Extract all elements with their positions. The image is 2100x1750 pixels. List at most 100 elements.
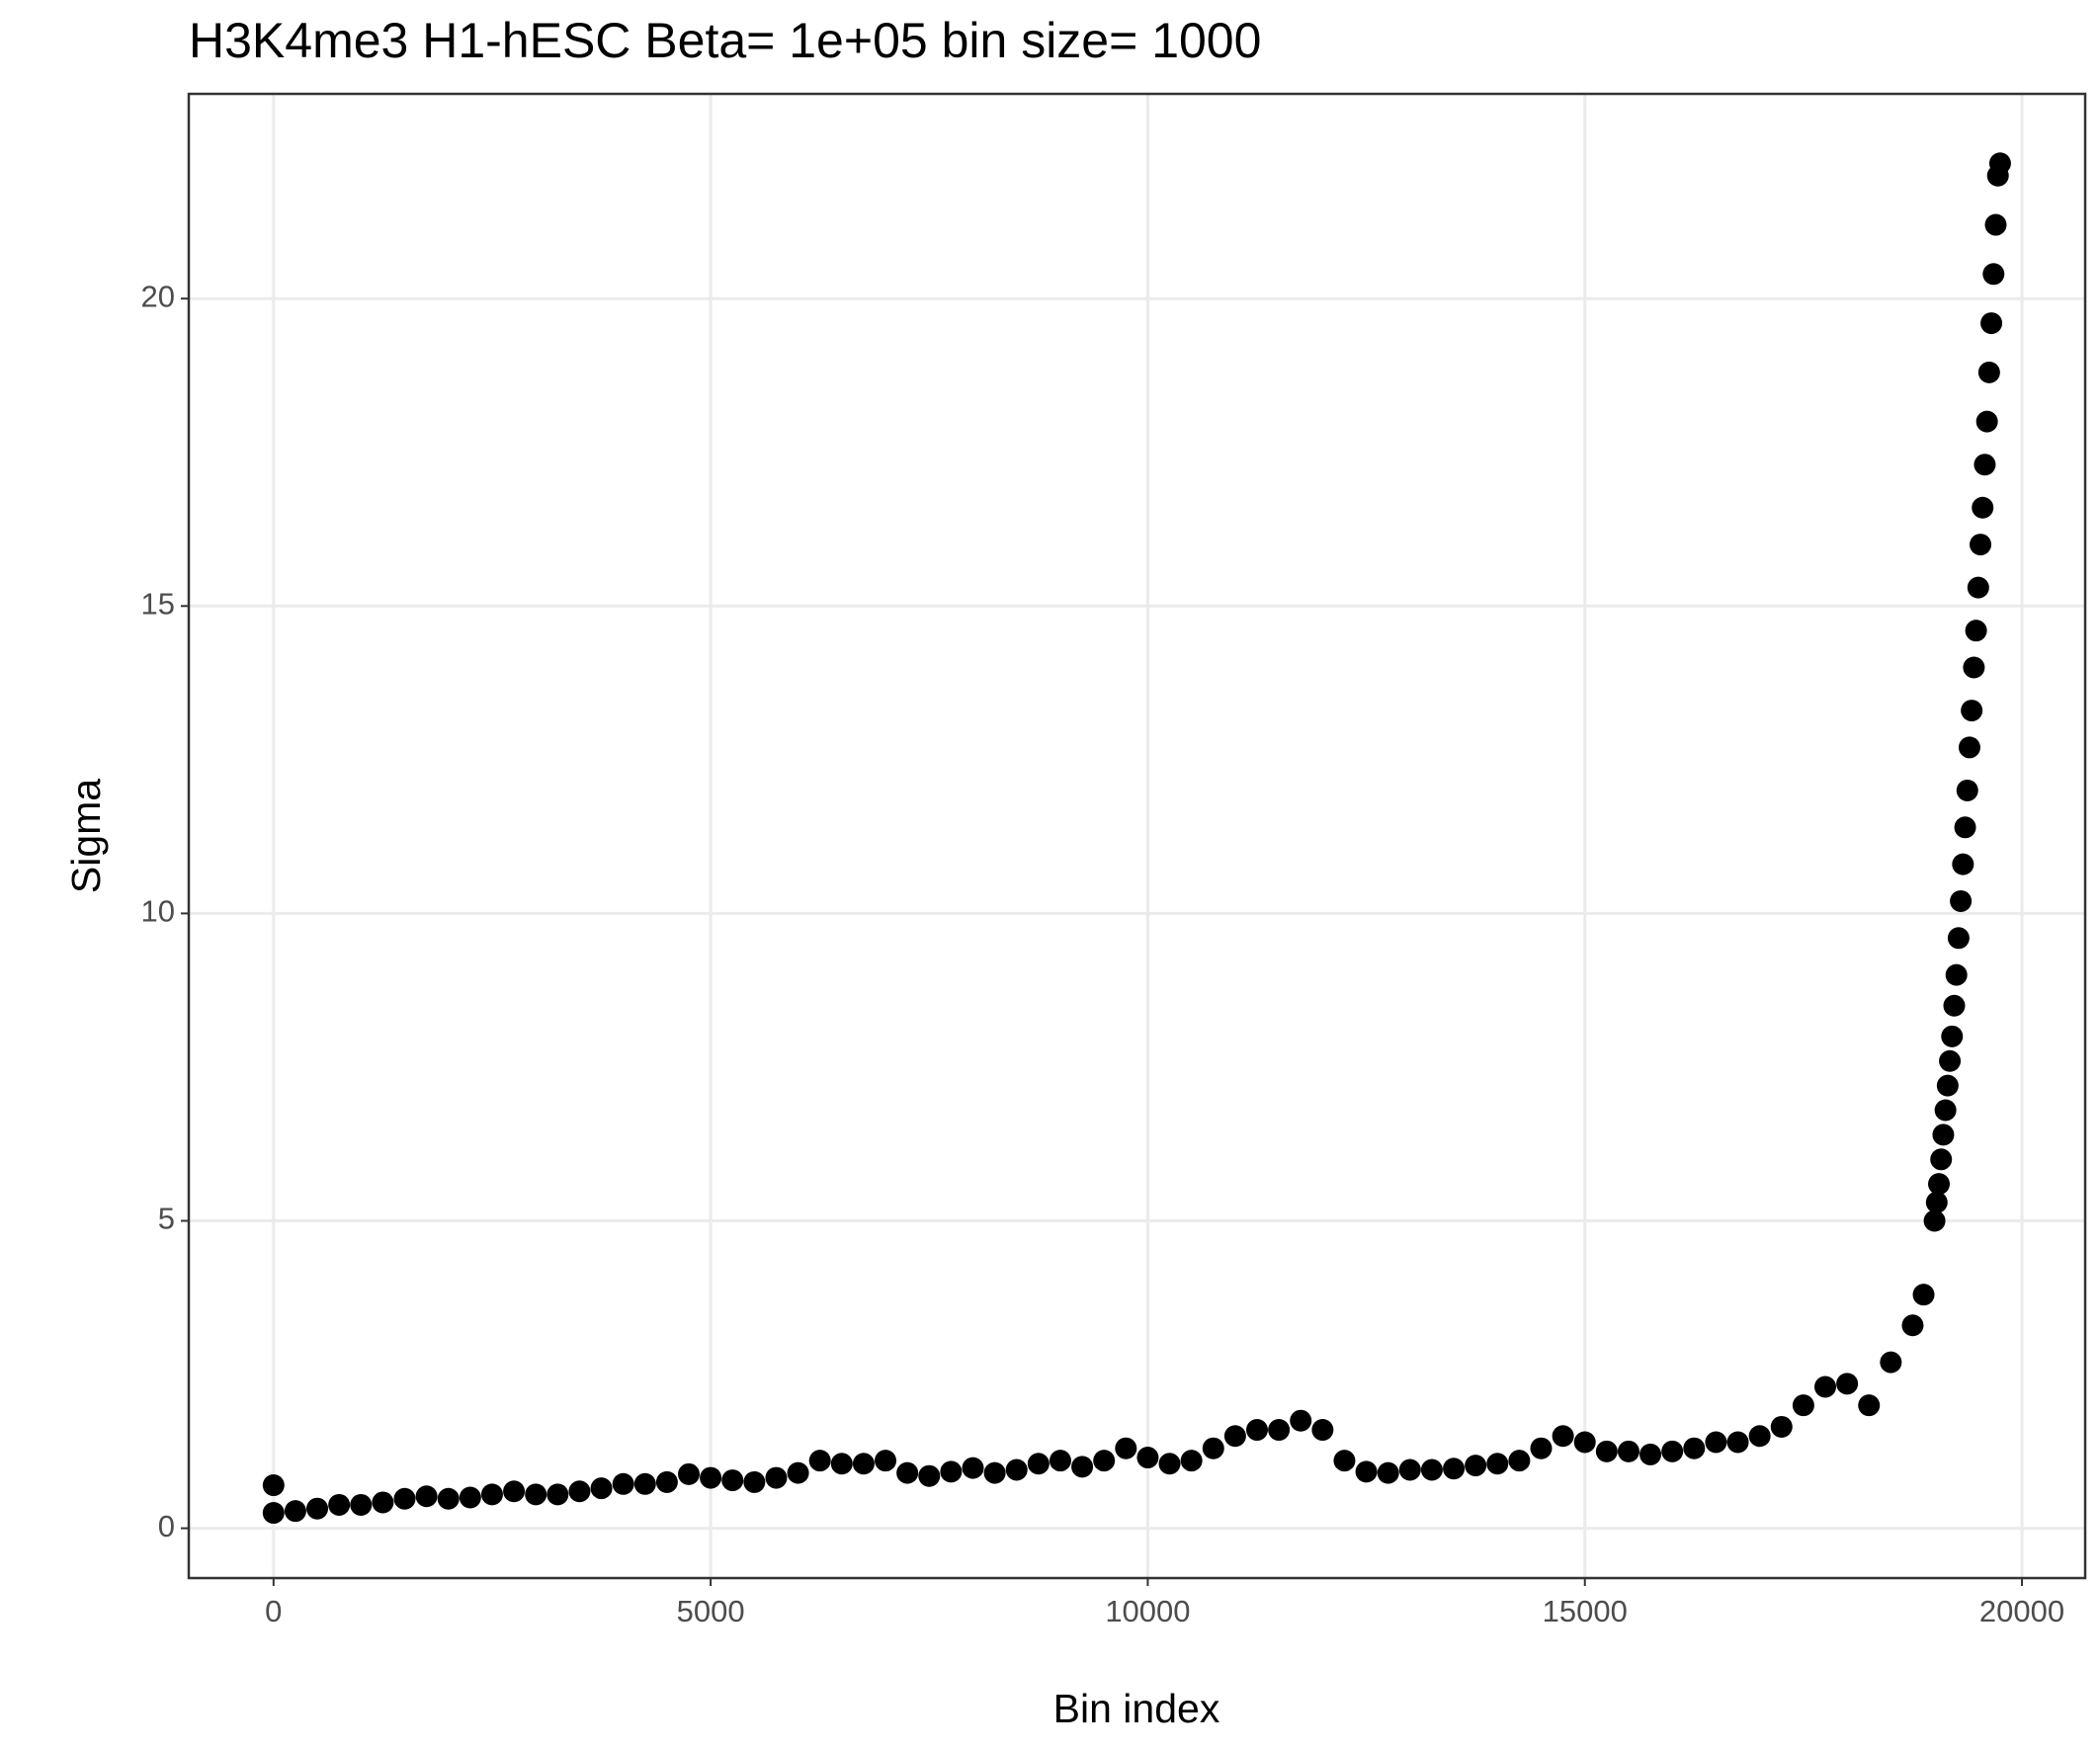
point	[1952, 853, 1974, 875]
point	[1333, 1450, 1356, 1472]
point	[1049, 1450, 1071, 1472]
plot-border	[187, 92, 2087, 1580]
point	[765, 1466, 788, 1489]
point	[1398, 1458, 1421, 1481]
chart-title: H3K4me3 H1-hESC Beta= 1e+05 bin size= 10…	[189, 13, 1261, 68]
point	[503, 1480, 526, 1503]
point	[612, 1472, 634, 1495]
x-tick-label: 10000	[1105, 1594, 1190, 1628]
point	[459, 1486, 481, 1509]
point	[1961, 700, 1983, 722]
x-tick-label: 15000	[1543, 1594, 1628, 1628]
point	[1943, 994, 1966, 1017]
point	[1420, 1458, 1443, 1481]
point	[1928, 1173, 1951, 1196]
point	[1639, 1443, 1662, 1465]
point	[1246, 1419, 1269, 1442]
point	[1093, 1450, 1116, 1472]
point	[1726, 1431, 1749, 1454]
point	[940, 1460, 963, 1483]
point	[1912, 1284, 1935, 1306]
point	[262, 1474, 285, 1497]
point	[1792, 1394, 1814, 1417]
y-tick-label: 15	[141, 586, 175, 621]
point	[1958, 736, 1980, 759]
point	[1934, 1099, 1957, 1122]
x-tick-label: 5000	[677, 1594, 745, 1628]
point	[1661, 1440, 1684, 1462]
point	[743, 1470, 766, 1493]
point	[1290, 1409, 1312, 1432]
point	[1925, 1191, 1948, 1213]
point	[1573, 1431, 1596, 1454]
point	[1939, 1049, 1962, 1072]
point	[1965, 620, 1987, 642]
point	[1223, 1425, 1246, 1448]
point	[1974, 454, 1996, 476]
point	[1136, 1447, 1159, 1469]
point	[1202, 1437, 1224, 1459]
point	[480, 1483, 503, 1506]
point	[1930, 1148, 1953, 1171]
point	[284, 1500, 306, 1523]
point	[1377, 1461, 1399, 1484]
point	[1617, 1440, 1639, 1462]
point	[1836, 1373, 1859, 1395]
point	[372, 1491, 394, 1514]
point	[1355, 1460, 1378, 1483]
point	[918, 1464, 941, 1487]
point	[306, 1497, 329, 1520]
point	[546, 1483, 569, 1506]
point	[1027, 1453, 1050, 1475]
point	[1901, 1314, 1924, 1337]
point	[1595, 1440, 1618, 1462]
point	[350, 1493, 373, 1516]
point	[590, 1477, 613, 1500]
point	[415, 1485, 438, 1508]
point	[1115, 1437, 1137, 1459]
point	[1975, 410, 1998, 433]
point	[787, 1461, 809, 1484]
point	[1268, 1419, 1291, 1442]
point	[1748, 1425, 1771, 1448]
x-axis-title: Bin index	[1053, 1686, 1220, 1731]
point	[1465, 1455, 1487, 1477]
point	[1954, 816, 1976, 839]
point	[678, 1462, 701, 1485]
point	[721, 1469, 744, 1492]
x-tick-label: 0	[265, 1594, 282, 1628]
y-tick-label: 5	[158, 1202, 175, 1236]
point	[1947, 927, 1970, 950]
x-tick-label: 20000	[1979, 1594, 2064, 1628]
point	[1814, 1375, 1837, 1398]
point	[633, 1472, 656, 1495]
point	[962, 1457, 984, 1479]
y-tick-label: 0	[158, 1509, 175, 1543]
point	[1880, 1351, 1902, 1374]
point	[328, 1493, 351, 1516]
point	[1956, 779, 1978, 801]
point	[1988, 152, 2011, 175]
point	[1180, 1450, 1203, 1472]
point	[1311, 1419, 1334, 1442]
point	[1005, 1458, 1028, 1481]
point	[1486, 1453, 1509, 1475]
point	[1967, 576, 1989, 599]
point	[1945, 963, 1968, 986]
point	[1963, 656, 1985, 679]
point	[1923, 1209, 1946, 1232]
point	[1936, 1074, 1959, 1097]
point	[1982, 263, 2005, 286]
point	[1158, 1453, 1181, 1475]
point	[437, 1487, 460, 1510]
y-tick-label: 10	[141, 894, 175, 929]
point	[655, 1470, 678, 1493]
y-tick-label: 20	[141, 279, 175, 313]
point	[830, 1453, 853, 1475]
point	[1071, 1456, 1094, 1478]
point	[393, 1487, 416, 1510]
point	[262, 1502, 285, 1525]
point	[1980, 312, 2003, 335]
